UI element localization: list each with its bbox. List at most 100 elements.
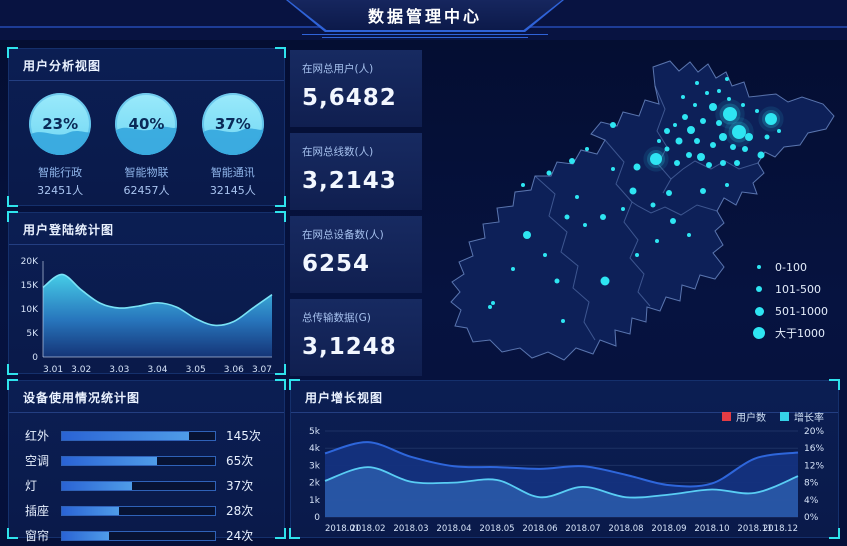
header: 数据管理中心 <box>0 0 847 40</box>
wave-icon <box>201 128 264 155</box>
svg-text:2k: 2k <box>309 479 321 489</box>
liquid-gauge-iot: 40% 智能物联 62457人 <box>103 93 189 198</box>
bar-label: 窗帘 <box>25 529 50 543</box>
legend-item: 0-100 <box>752 256 828 278</box>
bar-row: 红外 145次 <box>25 423 268 448</box>
svg-text:5k: 5k <box>309 427 321 437</box>
svg-text:0%: 0% <box>804 513 819 523</box>
legend-swatch-icon <box>780 412 789 421</box>
panel-title-login-stats: 用户登陆统计图 <box>9 213 284 245</box>
svg-text:2018.06: 2018.06 <box>522 524 557 534</box>
bar-row: 灯 37次 <box>25 473 268 498</box>
corner-bracket-icon <box>829 528 840 539</box>
gauge-circle: 40% <box>115 93 178 155</box>
bar-label: 空调 <box>25 454 50 468</box>
gauge-percent: 40% <box>128 115 165 133</box>
panel-title-device-usage: 设备使用情况统计图 <box>9 381 284 413</box>
svg-text:20%: 20% <box>804 427 824 437</box>
dot-icon <box>757 265 761 269</box>
login-area-chart: 0 5K 10K 15K 20K 3.01 3.02 3.03 3.04 3.05 3.06 3.07 <box>21 257 273 375</box>
bar-fill <box>62 481 133 490</box>
bar-fill <box>62 506 119 515</box>
panel-device-usage: 设备使用情况统计图 红外 145次 空调 65次 灯 37次 插座 28次 <box>7 379 286 543</box>
gauge-label: 智能行政 <box>38 166 83 179</box>
svg-text:2018.02: 2018.02 <box>350 524 385 534</box>
legend-growth-rate[interactable]: 增长率 <box>780 409 824 424</box>
bar-value: 28次 <box>226 504 254 518</box>
legend-item: 101-500 <box>752 278 828 300</box>
header-accent-line <box>322 37 528 38</box>
svg-text:3.03: 3.03 <box>109 365 129 375</box>
growth-line-chart: 0 1k 2k 3k 4k 5k 0% 4% 8% 12% 16% 20% 2018.012018.02… <box>309 427 824 534</box>
bar-row: 插座 28次 <box>25 498 268 523</box>
bar-track <box>61 530 216 541</box>
corner-bracket-icon <box>275 196 286 207</box>
gauge-percent: 23% <box>42 115 79 133</box>
device-bar-chart: 红外 145次 空调 65次 灯 37次 插座 28次 窗帘 <box>9 413 284 546</box>
stat-label: 在网总设备数(人) <box>302 229 384 241</box>
svg-text:12%: 12% <box>804 461 824 471</box>
bar-track <box>61 480 216 491</box>
gauge-label: 智能物联 <box>124 166 169 179</box>
wave-icon <box>29 131 92 155</box>
gauge-circle: 37% <box>201 93 264 155</box>
stat-label: 总传输数据(G) <box>302 312 371 324</box>
bar-fill <box>62 431 189 440</box>
svg-text:3.01: 3.01 <box>43 365 63 375</box>
bar-value: 37次 <box>226 479 254 493</box>
header-accent-line <box>302 34 548 35</box>
corner-bracket-icon <box>7 47 18 58</box>
svg-text:16%: 16% <box>804 444 824 454</box>
bar-track <box>61 455 216 466</box>
bar-track <box>61 505 216 516</box>
panel-user-growth: 用户增长视图 用户数 增长率 0 1k 2k 3k 4k 5k 0% 4% 8% 12% 16% 20… <box>289 379 840 539</box>
growth-legend: 用户数 增长率 <box>722 409 824 424</box>
svg-text:2018.01: 2018.01 <box>325 524 360 534</box>
legend-users[interactable]: 用户数 <box>722 409 766 424</box>
stat-label: 在网总线数(人) <box>302 146 374 158</box>
stat-card-total-lines: 在网总线数(人) 3,2143 <box>290 133 422 210</box>
stat-value: 5,6482 <box>302 85 397 111</box>
wave-icon <box>115 126 178 155</box>
panel-user-analysis: 用户分析视图 23% 智能行政 32451人 40% 智能物联 62457人 <box>7 47 286 207</box>
svg-text:5K: 5K <box>26 329 39 339</box>
gauge-group: 23% 智能行政 32451人 40% 智能物联 62457人 37% 智能通讯 <box>9 81 284 198</box>
corner-bracket-icon <box>275 379 286 390</box>
map-scatter-legend: 0-100 101-500 501-1000 大于1000 <box>752 256 828 344</box>
gauge-circle: 23% <box>29 93 92 155</box>
svg-text:3.02: 3.02 <box>71 365 91 375</box>
svg-text:10K: 10K <box>21 305 39 315</box>
gauge-count: 32145人 <box>209 184 256 197</box>
svg-text:2018.03: 2018.03 <box>393 524 428 534</box>
header-title-block: 数据管理中心 <box>286 0 564 32</box>
stat-value: 3,2143 <box>302 168 397 194</box>
page-title: 数据管理中心 <box>367 7 482 26</box>
corner-bracket-icon <box>7 211 18 222</box>
corner-bracket-icon <box>289 379 300 390</box>
bar-value: 24次 <box>226 529 254 543</box>
gauge-percent: 37% <box>214 115 251 133</box>
bar-label: 红外 <box>25 429 50 443</box>
gauge-label: 智能通讯 <box>210 166 255 179</box>
svg-text:1k: 1k <box>309 496 321 506</box>
bar-track <box>61 430 216 441</box>
stat-value: 6254 <box>302 251 371 277</box>
svg-text:2018.11: 2018.11 <box>737 524 772 534</box>
bar-value: 145次 <box>226 429 261 443</box>
svg-text:4%: 4% <box>804 496 819 506</box>
bar-label: 插座 <box>25 504 50 518</box>
svg-text:2018.10: 2018.10 <box>694 524 729 534</box>
corner-bracket-icon <box>7 379 18 390</box>
svg-text:3.05: 3.05 <box>186 365 206 375</box>
svg-text:4k: 4k <box>309 444 321 454</box>
panel-title-user-analysis: 用户分析视图 <box>9 49 284 81</box>
liquid-gauge-comm: 37% 智能通讯 32145人 <box>190 93 276 198</box>
stat-card-total-data: 总传输数据(G) 3,1248 <box>290 299 422 376</box>
bar-value: 65次 <box>226 454 254 468</box>
stat-value: 3,1248 <box>302 334 397 360</box>
corner-bracket-icon <box>275 364 286 375</box>
svg-text:2018.12: 2018.12 <box>763 524 798 534</box>
panel-title-user-growth: 用户增长视图 <box>291 381 838 413</box>
svg-text:3.07: 3.07 <box>252 365 272 375</box>
